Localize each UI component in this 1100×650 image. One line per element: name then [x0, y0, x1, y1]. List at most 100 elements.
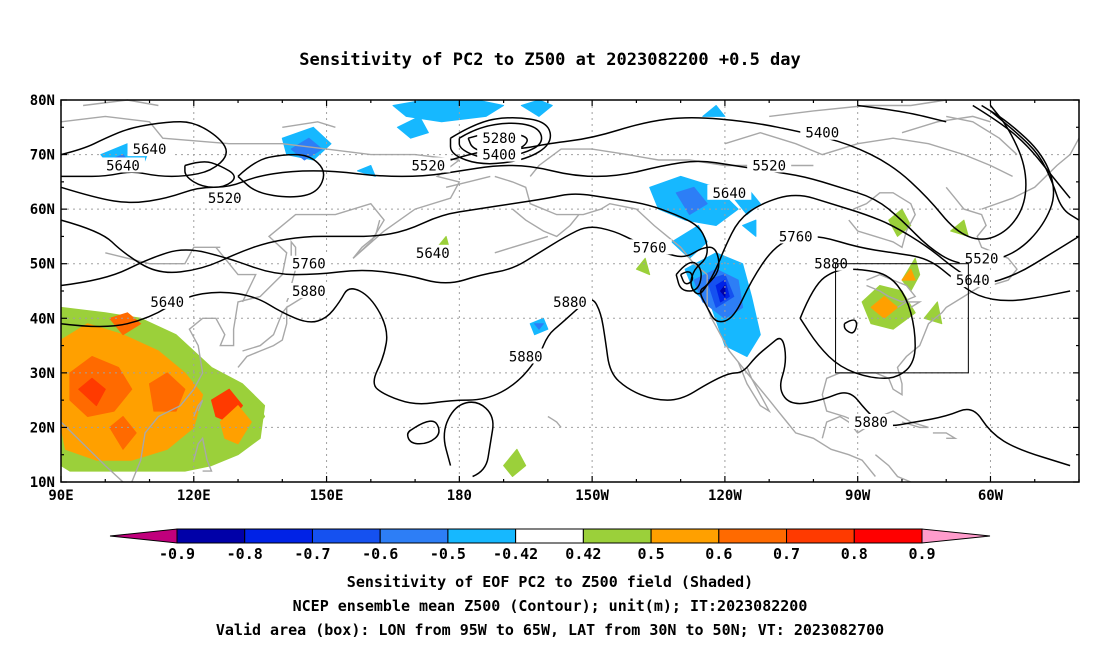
contour-label-bg: [809, 255, 854, 271]
contour-label: 5640: [712, 186, 746, 202]
colorbar-arrow-high: [921, 528, 991, 544]
contour-label-bg: [747, 157, 792, 173]
contour-label: 5640: [106, 158, 140, 174]
coastline: [105, 246, 221, 265]
contour-label: 5640: [150, 295, 184, 311]
colorbar-label: 0.42: [565, 545, 601, 563]
colorbar-segment: [379, 528, 449, 544]
contour-line: [680, 271, 694, 285]
colorbar-segment: [515, 528, 584, 544]
shading-patch: [742, 219, 757, 237]
coastline: [769, 99, 947, 118]
colorbar-label: -0.5: [430, 545, 466, 563]
lat-label: 70N: [30, 148, 55, 164]
contour-label: 5760: [292, 257, 326, 273]
contour-label-bg: [410, 244, 455, 260]
colorbar-label: 0.8: [841, 545, 868, 563]
lat-label: 20N: [30, 420, 55, 436]
colorbar-segment: [582, 528, 652, 544]
lon-label: 60W: [978, 488, 1004, 504]
contour-labels: 5640564055205640576058805640552052805400…: [100, 124, 1004, 431]
lon-label: 90E: [48, 488, 73, 504]
shading-patch: [950, 219, 969, 237]
map-title: Sensitivity of PC2 to Z500 at 2023082200…: [299, 50, 801, 70]
coastline: [494, 235, 549, 254]
contour-label: 5880: [854, 415, 888, 431]
coastline: [193, 436, 213, 472]
contour-label: 5520: [412, 158, 446, 174]
contour-label-bg: [548, 293, 592, 309]
contour-line: [60, 193, 1080, 295]
lat-label: 80N: [30, 93, 55, 109]
contour-line: [406, 420, 440, 445]
shading-patch: [702, 105, 726, 117]
contour-label: 5880: [292, 284, 326, 300]
colorbar-label: 0.9: [908, 545, 935, 563]
contour-line: [857, 104, 947, 123]
contour-label-bg: [100, 157, 145, 173]
contour-label-bg: [477, 146, 522, 162]
shading-patch: [357, 165, 376, 177]
contour-label: 5880: [553, 295, 587, 311]
coastline: [981, 137, 1080, 210]
contour-line: [990, 110, 1080, 221]
colorbar-label: 0.7: [773, 545, 800, 563]
contour-line: [60, 226, 1071, 323]
contour-label-bg: [145, 293, 190, 309]
coastline: [237, 305, 288, 368]
contour-label: 5640: [133, 142, 167, 158]
shading-patch: [520, 99, 553, 117]
coastline: [529, 148, 814, 177]
coastline: [494, 175, 708, 276]
contour-label: 5640: [956, 273, 990, 289]
coastline: [352, 219, 381, 259]
coastline: [897, 301, 923, 308]
coastline: [848, 192, 916, 249]
colorbar-segment: [311, 528, 381, 544]
contour-label: 5400: [482, 148, 516, 164]
coastline: [901, 115, 991, 134]
contour-label: 5400: [805, 126, 839, 142]
coastline: [821, 186, 1018, 439]
coastline: [282, 121, 336, 128]
longitude-labels: 90E 120E 150E 180 150W 120W 90W 60W: [48, 488, 1003, 504]
contour-label: 5880: [814, 257, 848, 273]
contour-line: [60, 121, 227, 178]
colorbar-segment: [244, 528, 313, 544]
valid-area-box: [835, 263, 969, 374]
shading-patch: [675, 186, 708, 216]
coastline: [512, 208, 580, 238]
contour-label-bg: [959, 250, 1004, 266]
latitude-labels: 80N 70N 60N 50N 40N 30N 20N 10N: [30, 93, 55, 491]
contour-label-bg: [503, 348, 548, 364]
contour-label: 5760: [633, 240, 667, 256]
z500-contours: [60, 104, 1080, 478]
shading-patch: [109, 416, 137, 450]
shading-patch: [534, 323, 544, 330]
colorbar-label: -0.6: [362, 545, 398, 563]
contour-line: [843, 319, 858, 334]
colorbar-label: -0.9: [159, 545, 195, 563]
colorbar-segment: [786, 528, 855, 544]
shading-patch: [392, 99, 505, 123]
contour-label-bg: [773, 228, 818, 244]
coastline: [445, 175, 491, 188]
contour-label-bg: [202, 190, 247, 206]
shading-patch: [901, 268, 916, 281]
contour-label: 5280: [482, 131, 516, 147]
contour-label-bg: [406, 157, 451, 173]
lat-label: 40N: [30, 311, 55, 327]
coastline: [547, 415, 562, 428]
coastline: [737, 361, 772, 414]
shading-patch: [720, 285, 726, 297]
axis-ticks: [60, 99, 1080, 483]
contour-label-bg: [127, 141, 172, 157]
contour-line: [450, 105, 1027, 240]
shading-patch: [671, 225, 708, 259]
contour-label: 5520: [965, 251, 999, 267]
coastline: [879, 410, 929, 429]
coastline: [60, 421, 124, 483]
coastline: [83, 99, 159, 107]
caption-valid-area: Valid area (box): LON from 95W to 65W, L…: [215, 621, 885, 639]
